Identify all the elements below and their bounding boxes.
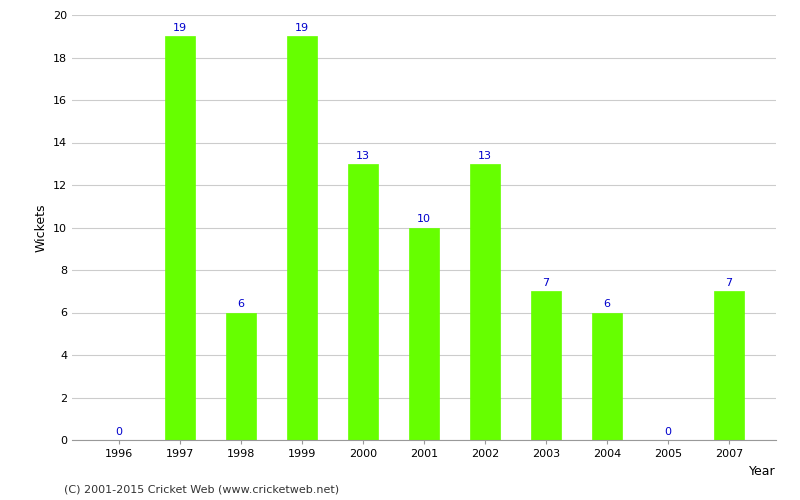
Text: 6: 6: [238, 300, 245, 310]
Bar: [592, 312, 622, 440]
Text: 13: 13: [478, 150, 492, 160]
Bar: [287, 36, 318, 440]
Text: 6: 6: [603, 300, 610, 310]
Bar: [530, 291, 561, 440]
Text: 19: 19: [173, 23, 187, 33]
Text: 7: 7: [542, 278, 550, 288]
Bar: [470, 164, 500, 440]
Text: 19: 19: [295, 23, 309, 33]
Y-axis label: Wickets: Wickets: [34, 203, 47, 252]
Bar: [714, 291, 744, 440]
Bar: [165, 36, 195, 440]
Bar: [348, 164, 378, 440]
Text: 13: 13: [356, 150, 370, 160]
Text: 0: 0: [664, 427, 671, 437]
Text: (C) 2001-2015 Cricket Web (www.cricketweb.net): (C) 2001-2015 Cricket Web (www.cricketwe…: [64, 485, 339, 495]
Bar: [226, 312, 256, 440]
Text: 7: 7: [725, 278, 732, 288]
Bar: [409, 228, 439, 440]
Text: 0: 0: [116, 427, 122, 437]
Text: 10: 10: [417, 214, 431, 224]
X-axis label: Year: Year: [750, 464, 776, 477]
